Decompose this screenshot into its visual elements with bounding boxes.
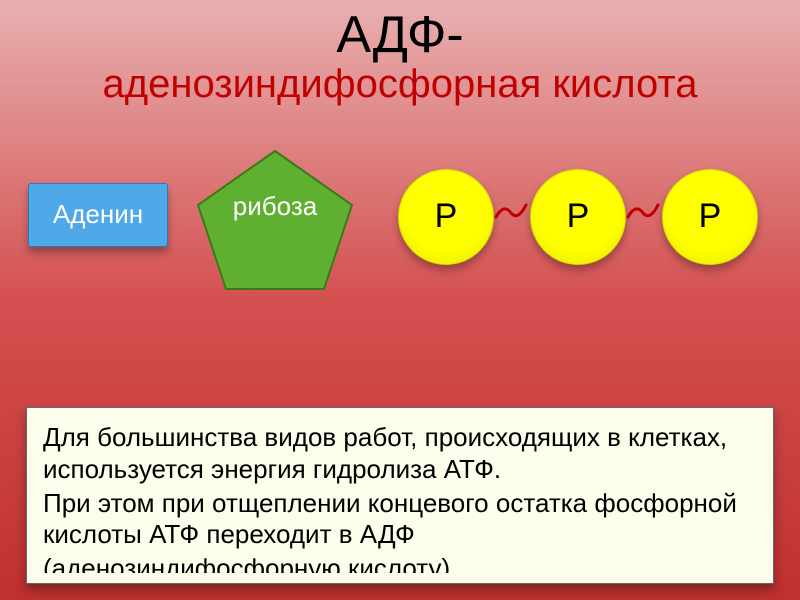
phosphate-2: Р — [530, 169, 626, 265]
title-full: аденозиндифосфорная кислота — [0, 63, 800, 105]
bond-path — [496, 205, 526, 217]
adp-diagram: Аденин рибоза Р Р Р — [0, 133, 800, 303]
title-abbr: АДФ- — [0, 8, 800, 63]
ribose-label: рибоза — [190, 193, 360, 220]
paragraph-2: При этом при отщеплении концевого остатк… — [43, 488, 757, 551]
phosphate-circle: Р — [398, 169, 494, 265]
phosphate-circle: Р — [530, 169, 626, 265]
phosphate-label: Р — [567, 197, 590, 236]
adenin-label: Аденин — [53, 199, 143, 230]
high-energy-bond-1 — [494, 201, 528, 221]
bond-path — [628, 205, 658, 217]
explanation-panel: Для большинства видов работ, происходящи… — [26, 407, 774, 584]
paragraph-1: Для большинства видов работ, происходящи… — [43, 422, 757, 485]
paragraph-3-cut: (аденозиндифосфорную кислоту) — [43, 553, 757, 573]
high-energy-bond-2 — [626, 201, 660, 221]
phosphate-circle: Р — [662, 169, 758, 265]
phosphate-1: Р — [398, 169, 494, 265]
ribose-pentagon: рибоза — [190, 145, 360, 295]
phosphate-label: Р — [435, 197, 458, 236]
adenin-box: Аденин — [28, 183, 168, 247]
phosphate-3: Р — [662, 169, 758, 265]
title-block: АДФ- аденозиндифосфорная кислота — [0, 0, 800, 105]
phosphate-label: Р — [699, 197, 722, 236]
